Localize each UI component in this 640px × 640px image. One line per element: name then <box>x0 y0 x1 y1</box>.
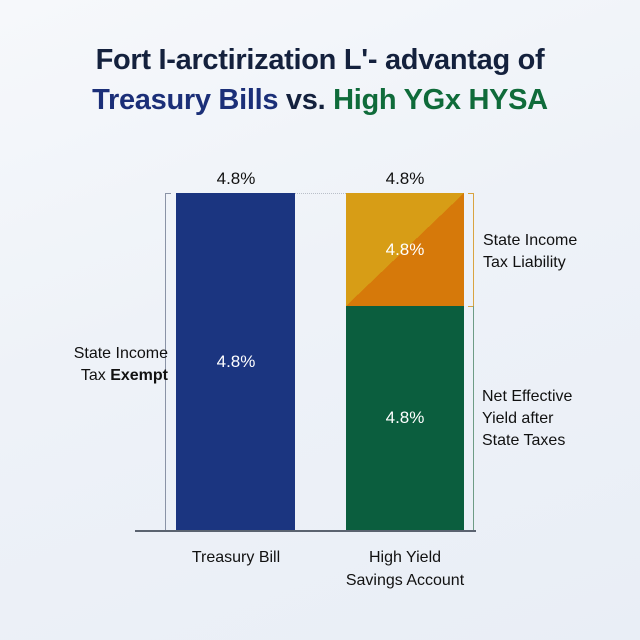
category-line: High Yield <box>368 549 442 566</box>
annotation-bold: Exempt <box>110 367 168 384</box>
annotation-net-yield: Net Effective Yield after State Taxes <box>482 386 572 452</box>
title-hysa: High YGx HYSA <box>333 84 548 116</box>
annotation-tax-exempt: State Income Tax Exempt <box>20 343 168 387</box>
annotation-tax-liability: State Income Tax Liability <box>483 230 577 274</box>
bar-treasury-bill <box>176 193 295 530</box>
annotation-line: Yield after <box>482 410 554 427</box>
bracket-tax-liability <box>468 193 474 307</box>
annotation-prefix: Tax <box>80 367 111 384</box>
bracket-net-yield <box>468 306 474 530</box>
annotation-line: Tax Exempt <box>20 365 168 387</box>
tb-top-value: 4.8% <box>216 169 256 188</box>
top-reference-line <box>295 193 346 194</box>
hysa-tax-value: 4.8% <box>385 240 425 259</box>
bar-hysa-tax-liability <box>346 193 464 306</box>
chart-title: Fort I-arctirization L'- advantag of Tre… <box>0 40 640 120</box>
category-line: Savings Account <box>345 572 465 589</box>
annotation-line: State Income <box>483 232 578 249</box>
tb-inner-value: 4.8% <box>216 352 256 371</box>
category-treasury-bill: Treasury Bill <box>191 549 281 566</box>
category-hysa: High Yield Savings Account <box>325 546 485 592</box>
annotation-line: Net Effective <box>482 388 573 405</box>
x-axis <box>135 530 476 532</box>
hysa-net-value: 4.8% <box>385 408 425 427</box>
bar-hysa-net-yield <box>346 306 464 530</box>
hysa-top-value: 4.8% <box>385 169 425 188</box>
title-vs: vs. <box>278 84 334 116</box>
annotation-line: Tax Liability <box>483 254 566 271</box>
title-line-2: Treasury Bills vs. High YGx HYSA <box>0 80 640 120</box>
title-treasury: Treasury Bills <box>92 84 279 116</box>
annotation-line: State Income <box>73 345 168 362</box>
annotation-line: State Taxes <box>482 432 566 449</box>
title-line-1: Fort I-arctirization L'- advantag of <box>95 44 545 76</box>
bracket-tax-exempt <box>165 193 171 530</box>
